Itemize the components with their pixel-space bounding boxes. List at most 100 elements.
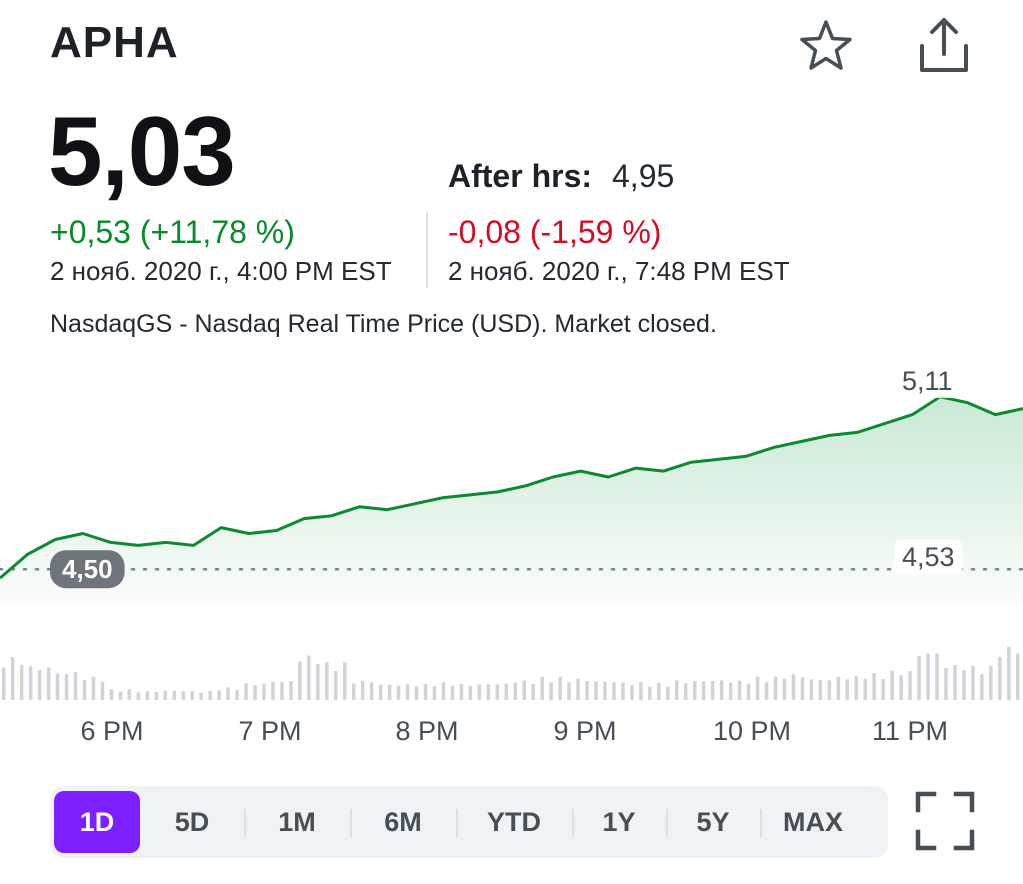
- watchlist-star-button[interactable]: [796, 16, 856, 76]
- volume-bar: [854, 676, 858, 700]
- volume-bar: [728, 682, 733, 700]
- svg-text:5,11: 5,11: [902, 366, 953, 396]
- volume-bar: [486, 684, 491, 700]
- volume-bar: [513, 682, 517, 700]
- fullscreen-button[interactable]: [914, 790, 976, 852]
- range-tab-1m[interactable]: 1M: [244, 791, 350, 853]
- star-outline-icon: [800, 20, 852, 70]
- volume-bar: [827, 680, 832, 700]
- volume-bar: [755, 676, 760, 700]
- range-tab-max[interactable]: MAX: [760, 791, 866, 853]
- volume-bar: [271, 681, 275, 700]
- volume-bar: [558, 676, 562, 700]
- price-chart[interactable]: 5,11 4,53 4,50 6 PM 7 PM 8 PM 9 PM 10 PM 11 P…: [0, 340, 1023, 760]
- volume-bar: [262, 683, 266, 700]
- current-price: 5,03: [48, 96, 236, 206]
- volume-bar: [603, 681, 607, 700]
- volume-bar: [190, 691, 194, 700]
- volume-bar: [145, 691, 150, 700]
- volume-bar: [477, 684, 482, 700]
- volume-bar: [863, 678, 867, 700]
- volume-bar: [253, 685, 257, 700]
- volume-bar: [423, 683, 428, 700]
- close-timestamp: 2 нояб. 2020 г., 4:00 PM EST: [50, 256, 392, 286]
- after-hours-change: -0,08 (-1,59 %): [448, 214, 662, 250]
- volume-bar: [127, 689, 132, 700]
- volume-bar: [791, 674, 796, 700]
- volume-bar: [46, 667, 51, 700]
- volume-bar: [378, 684, 383, 700]
- volume-bar: [531, 684, 535, 700]
- volume-bar: [459, 684, 464, 700]
- volume-bar: [73, 672, 78, 700]
- volume-bar: [693, 680, 697, 700]
- volume-bar: [710, 680, 715, 700]
- share-button[interactable]: [912, 14, 976, 76]
- volume-bar: [926, 653, 930, 700]
- volume-bar: [55, 673, 60, 700]
- volume-bar: [899, 675, 903, 700]
- volume-bar: [217, 690, 221, 700]
- volume-bar: [522, 680, 526, 700]
- quote-divider: [426, 212, 428, 288]
- volume-bar: [163, 690, 167, 700]
- range-tab-1d[interactable]: 1D: [54, 791, 140, 853]
- volume-bar: [280, 681, 284, 700]
- volume-bar: [244, 683, 248, 700]
- volume-bar: [369, 682, 374, 700]
- volume-bar: [37, 670, 42, 700]
- after-hours-price: 4,95: [612, 158, 675, 194]
- share-upload-icon: [920, 18, 968, 72]
- volume-bar: [504, 683, 508, 700]
- low-label: 4,50: [50, 550, 125, 589]
- after-hours-label: After hrs:: [448, 158, 593, 194]
- volume-bar: [549, 682, 553, 700]
- volume-bar: [612, 682, 616, 700]
- svg-text:4,50: 4,50: [62, 554, 113, 584]
- volume-bar: [118, 691, 123, 700]
- volume-bar: [405, 684, 410, 700]
- volume-bar: [154, 691, 159, 700]
- volume-bar: [1007, 646, 1011, 700]
- svg-text:4,53: 4,53: [902, 542, 955, 572]
- range-tab-ytd[interactable]: YTD: [456, 791, 572, 853]
- volume-bar: [235, 689, 239, 700]
- volume-bar: [944, 668, 948, 700]
- volume-bar: [585, 681, 589, 700]
- range-tab-1y[interactable]: 1Y: [572, 791, 666, 853]
- volume-bar: [109, 689, 114, 700]
- volume-bar: [675, 680, 679, 700]
- volume-bar: [594, 681, 598, 700]
- volume-bar: [387, 684, 392, 700]
- volume-bar: [172, 690, 176, 700]
- volume-bar: [809, 679, 814, 700]
- range-tab-5d[interactable]: 5D: [174, 806, 210, 837]
- volume-bar: [396, 685, 401, 700]
- x-tick-label: 11 PM: [872, 716, 948, 746]
- volume-bar: [746, 683, 751, 700]
- range-tab-5y[interactable]: 5Y: [666, 791, 760, 853]
- volume-bar: [989, 665, 993, 700]
- volume-bar: [818, 680, 823, 700]
- volume-bar: [450, 685, 455, 700]
- volume-bar: [684, 683, 688, 700]
- volume-bar: [962, 670, 966, 700]
- expand-icon: [915, 791, 975, 851]
- volume-bar: [701, 681, 706, 700]
- volume-bar: [468, 686, 473, 700]
- volume-bar: [91, 676, 96, 700]
- volume-bar: [666, 686, 670, 700]
- volume-bar: [657, 682, 661, 700]
- volume-bar: [719, 680, 724, 700]
- range-selector: 1D 5D 1M 6M YTD 1Y 5Y MAX: [50, 786, 888, 858]
- volume-bar: [199, 692, 203, 700]
- range-tab-6m[interactable]: 6M: [350, 791, 456, 853]
- price-area: [0, 396, 1023, 602]
- volume-bar: [890, 670, 894, 700]
- volume-bar: [935, 653, 939, 700]
- volume-bar: [414, 686, 419, 700]
- volume-bar: [495, 684, 500, 700]
- x-tick-label: 8 PM: [395, 716, 458, 746]
- high-label: 5,11: [896, 364, 959, 398]
- volume-bar: [343, 662, 347, 700]
